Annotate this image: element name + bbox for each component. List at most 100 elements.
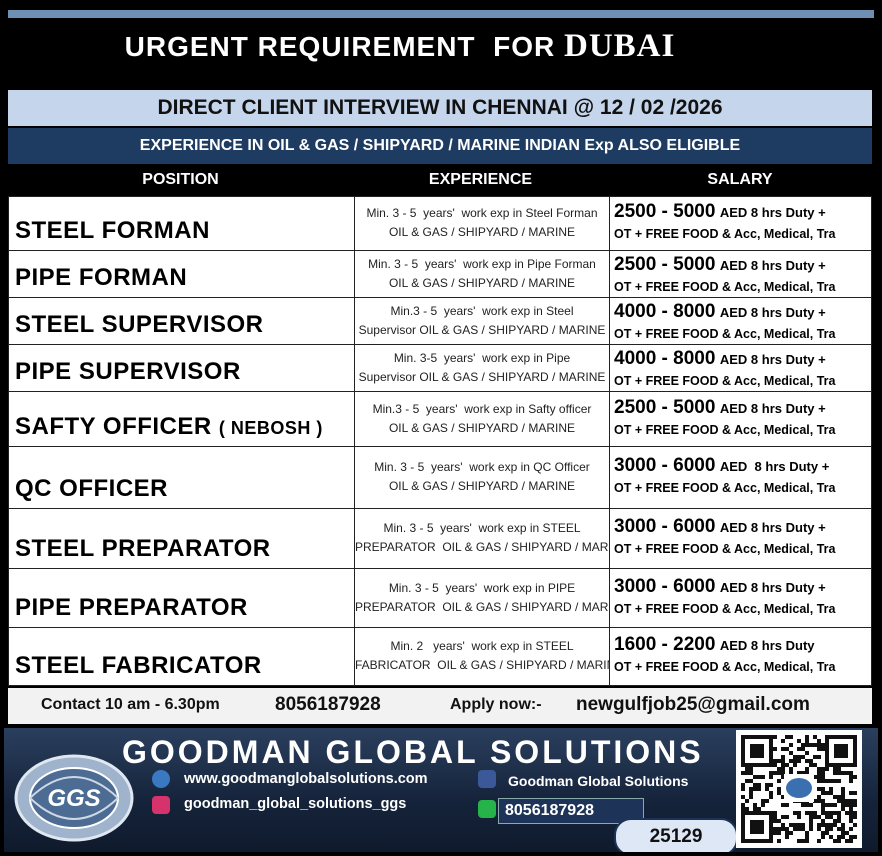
salary-cell: 1600 - 2200 AED 8 hrs Duty OT + FREE FOOD… — [609, 627, 872, 686]
experience-line: Min.3 - 5 years' work exp in Steel — [390, 304, 574, 318]
qr-module — [821, 811, 825, 815]
qr-module — [773, 815, 777, 819]
column-header: POSITION — [142, 171, 219, 188]
qr-module — [813, 743, 817, 747]
qr-module — [797, 839, 801, 843]
qr-module — [753, 803, 757, 807]
qr-module — [833, 819, 837, 823]
job-code: 25129 — [614, 818, 738, 852]
qr-module — [833, 811, 837, 815]
qr-module — [785, 763, 789, 767]
qr-module — [853, 811, 857, 815]
qr-module — [793, 755, 797, 759]
qr-module — [817, 739, 821, 743]
qr-module — [833, 771, 837, 775]
qr-module — [785, 831, 789, 835]
position: STEEL FORMAN — [15, 217, 210, 244]
qr-module — [845, 803, 849, 807]
qr-module — [853, 799, 857, 803]
qr-module — [805, 771, 809, 775]
qr-module — [825, 791, 829, 795]
qr-module — [817, 799, 821, 803]
qr-module — [853, 775, 857, 779]
qr-module — [853, 815, 857, 819]
qr-module — [797, 811, 801, 815]
qr-module — [745, 771, 749, 775]
qr-module — [849, 799, 853, 803]
qr-module — [821, 787, 825, 791]
qr-module — [745, 779, 749, 783]
salary-line: 3000 - 6000 AED 8 hrs Duty + — [614, 576, 871, 598]
header-band — [6, 4, 876, 88]
qr-code — [736, 730, 862, 848]
facebook: Goodman Global Solutions — [508, 773, 689, 789]
qr-module — [769, 795, 773, 799]
qr-module — [821, 803, 825, 807]
qr-module — [809, 823, 813, 827]
qr-module — [797, 827, 801, 831]
qr-module — [750, 744, 764, 758]
qr-module — [769, 775, 773, 779]
salary-duty: AED 8 hrs Duty + — [719, 305, 826, 320]
salary-range: 3000 - 6000 — [614, 516, 716, 537]
qr-module — [797, 815, 801, 819]
qr-module — [829, 787, 833, 791]
experience-cell: Min.3 - 5 years' work exp in Steel Superv… — [354, 297, 610, 345]
qr-module — [789, 759, 793, 763]
qr-module — [801, 747, 805, 751]
column-header: SALARY — [707, 171, 773, 188]
qr-module — [829, 815, 833, 819]
salary-duty: AED 8 hrs Duty + — [719, 258, 826, 273]
qr-module — [801, 823, 805, 827]
qr-module — [769, 771, 773, 775]
qr-module — [753, 783, 757, 787]
qr-module — [845, 799, 849, 803]
position: QC OFFICER — [15, 475, 168, 502]
qr-module — [765, 783, 769, 787]
qr-module — [825, 811, 829, 815]
position: PIPE FORMAN — [15, 264, 188, 291]
salary-duty: AED 8 hrs Duty + — [719, 352, 826, 367]
qr-module — [849, 803, 853, 807]
position-cell: STEEL PREPARATOR — [8, 508, 355, 569]
qr-module — [781, 803, 785, 807]
qr-module — [809, 759, 813, 763]
qr-module — [849, 839, 853, 843]
experience-cell: Min. 3 - 5 years' work exp in QC Officer… — [354, 446, 610, 509]
qr-module — [745, 767, 749, 771]
qr-module — [757, 775, 761, 779]
qr-module — [797, 739, 801, 743]
qr-module — [785, 835, 789, 839]
qr-module — [789, 767, 793, 771]
contact-hours: Contact 10 am - 6.30pm — [41, 696, 220, 713]
salary-line: 2500 - 5000 AED 8 hrs Duty + — [614, 201, 871, 223]
qr-module — [761, 799, 765, 803]
qr-module — [837, 815, 841, 819]
qr-module — [841, 787, 845, 791]
qr-module — [845, 811, 849, 815]
qr-module — [745, 799, 749, 803]
salary-cell: 3000 - 6000 AED 8 hrs Duty + OT + FREE FO… — [609, 446, 872, 509]
experience-line: Min.3 - 5 years' work exp in Safty offic… — [372, 401, 592, 416]
salary-line: 1600 - 2200 AED 8 hrs Duty — [614, 634, 871, 656]
qr-module — [821, 823, 825, 827]
qr-module — [801, 755, 805, 759]
qr-module — [761, 775, 765, 779]
qr-module — [797, 759, 801, 763]
qr-module — [773, 771, 777, 775]
qr-module — [829, 803, 833, 807]
salary-range: 3000 - 6000 — [614, 455, 716, 476]
qr-module — [829, 823, 833, 827]
qr-module — [773, 747, 777, 751]
qr-module — [845, 771, 849, 775]
qr-module — [841, 823, 845, 827]
qr-module — [837, 835, 841, 839]
qr-module — [777, 831, 781, 835]
experience-cell: Min. 3 - 5 years' work exp in Steel Form… — [354, 196, 610, 251]
qr-module — [817, 827, 821, 831]
qr-module — [813, 811, 817, 815]
salary-line: 2500 - 5000 AED 8 hrs Duty + — [614, 254, 871, 276]
experience-cell: Min. 3 - 5 years' work exp in PIPE PREPAR… — [354, 568, 628, 628]
qr-module — [853, 835, 857, 839]
